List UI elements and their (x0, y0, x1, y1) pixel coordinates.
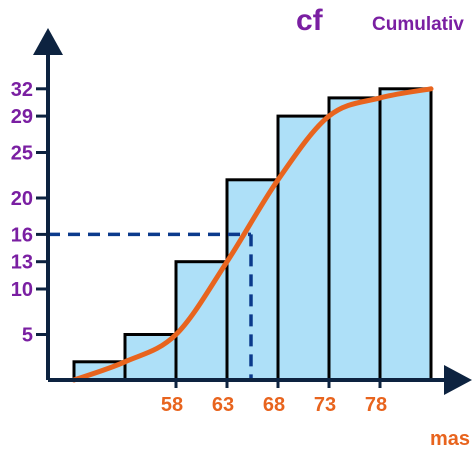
x-axis-label: mas (430, 428, 470, 450)
bar-5 (327, 96, 382, 382)
y-tick-labels: 5 10 13 16 20 25 29 32 (11, 79, 48, 347)
x-tick-label-4: 78 (365, 394, 387, 416)
x-tick-label-3: 73 (314, 394, 336, 416)
y-tick-label-6: 29 (11, 106, 33, 128)
y-tick-label-2: 13 (11, 252, 33, 274)
y-tick-label-0: 5 (22, 325, 33, 347)
reference-lines (48, 232, 253, 380)
bar-4 (276, 114, 331, 382)
chart-title: Cumulativ (372, 14, 464, 35)
x-tick-label-0: 58 (161, 394, 183, 416)
axes (33, 28, 472, 395)
y-axis-label: cf (296, 4, 324, 37)
x-tick-labels: 58 63 68 73 78 (161, 380, 387, 416)
bar-2 (174, 260, 229, 382)
y-tick-label-7: 32 (11, 79, 33, 101)
y-axis-arrow (33, 28, 63, 55)
y-tick-label-3: 16 (11, 224, 33, 246)
bar-6 (378, 87, 433, 382)
x-axis-arrow (444, 365, 472, 395)
ogive-curve (71, 86, 434, 383)
y-tick-label-1: 10 (11, 279, 33, 301)
x-tick-label-2: 68 (263, 394, 285, 416)
y-tick-label-5: 25 (11, 143, 33, 165)
x-tick-label-1: 63 (212, 394, 234, 416)
y-tick-label-4: 20 (11, 188, 33, 210)
